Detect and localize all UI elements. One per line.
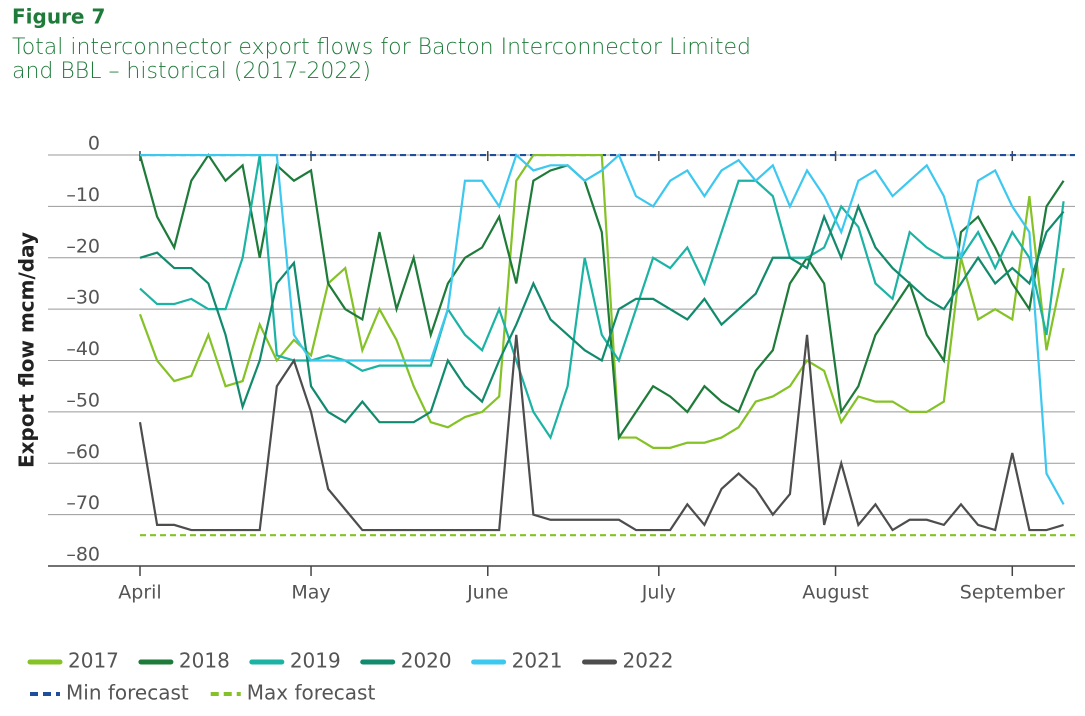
series-line — [140, 153, 1065, 505]
series-line — [139, 203, 1065, 424]
legend-label: Min forecast — [66, 681, 189, 705]
chart-subtitle: Total interconnector export flows for Ba… — [12, 36, 752, 84]
x-tick-label: September — [960, 582, 1065, 604]
x-tick-label: July — [641, 582, 676, 604]
y-tick-label: –30 — [66, 287, 100, 309]
series-line — [138, 334, 1064, 532]
subtitle-box: Total interconnector export flows for Ba… — [12, 36, 752, 84]
y-tick-label: –70 — [66, 492, 100, 514]
y-tick-label: –10 — [66, 184, 100, 206]
legend-label: 2021 — [512, 649, 563, 673]
legend-label: 2022 — [623, 649, 674, 673]
y-tick-label: –80 — [66, 544, 100, 566]
legend-label: 2020 — [401, 649, 452, 673]
chart-title: Figure 7 — [12, 5, 105, 29]
x-tick-label: April — [118, 582, 161, 604]
legend-label: 2018 — [179, 649, 230, 673]
x-tick-label: May — [291, 582, 330, 604]
y-axis-label: Export flow mcm/day — [15, 232, 39, 468]
y-tick-label: –20 — [66, 235, 100, 257]
legend-label: 2017 — [68, 649, 119, 673]
y-tick-label: –50 — [66, 389, 100, 411]
series-line — [138, 153, 1065, 449]
legend-label: 2019 — [290, 649, 341, 673]
y-tick-label: –60 — [66, 441, 100, 463]
legend-label: Max forecast — [247, 681, 376, 705]
x-tick-label: June — [466, 582, 508, 604]
x-tick-label: August — [802, 582, 869, 604]
y-tick-label: 0 — [88, 133, 100, 155]
y-tick-label: –40 — [66, 338, 100, 360]
